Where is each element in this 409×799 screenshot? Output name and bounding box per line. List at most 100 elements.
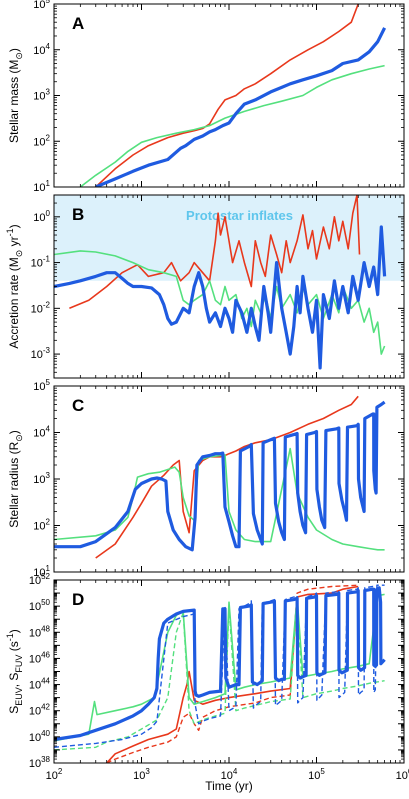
y-label-sub: ⊙ <box>14 434 24 442</box>
y-tick-label: 1038 <box>29 755 51 770</box>
y-tick-exponent: -1 <box>43 255 51 264</box>
y-tick-base: 10 <box>33 91 45 103</box>
y-tick-exponent: 2 <box>46 518 51 527</box>
y-tick-label: 104 <box>33 42 50 57</box>
y-label-sup: -1 <box>5 228 15 236</box>
series-blue-solid <box>95 27 387 187</box>
plot-frame <box>53 3 405 188</box>
x-tick-exponent: 3 <box>145 767 150 776</box>
y-tick-base: 10 <box>33 212 45 224</box>
panel-label: C <box>72 396 84 415</box>
x-tick-exponent: 6 <box>408 767 409 776</box>
x-tick-base: 10 <box>396 770 408 782</box>
y-label-text: ) <box>7 629 21 633</box>
y-tick-base: 10 <box>33 428 45 440</box>
series-green-solid <box>79 64 385 187</box>
y-tick-label: 1050 <box>29 598 51 613</box>
series-group <box>54 195 387 370</box>
y-tick-label: 105 <box>33 0 50 11</box>
y-tick-base: 10 <box>33 474 45 486</box>
y-tick-exponent: 42 <box>41 703 50 712</box>
y-tick-exponent: 48 <box>41 624 50 633</box>
y-tick-exponent: -3 <box>43 346 51 355</box>
y-tick-exponent: -2 <box>43 300 51 309</box>
panel-label: B <box>72 205 84 224</box>
y-tick-exponent: 3 <box>46 88 51 97</box>
series-red-dashed <box>106 584 359 763</box>
y-tick-exponent: 38 <box>41 755 50 764</box>
y-label-text: Stellar radius (R <box>7 441 21 527</box>
y-tick-exponent: 5 <box>46 378 51 387</box>
y-tick-base: 10 <box>31 349 43 361</box>
x-axis: Time (yr) 102103104105106 <box>46 767 409 793</box>
y-label-text: , S <box>7 673 21 688</box>
y-tick-exponent: 40 <box>41 729 50 738</box>
y-tick-exponent: 5 <box>46 0 51 5</box>
y-tick-base: 10 <box>33 45 45 57</box>
y-tick-base: 10 <box>33 381 45 393</box>
x-tick-base: 10 <box>46 770 58 782</box>
series-blue-solid <box>54 400 386 552</box>
y-tick-base: 10 <box>31 303 43 315</box>
y-label-text: S <box>7 706 21 714</box>
series-red-solid <box>69 195 361 310</box>
y-tick-label: 1046 <box>29 650 51 665</box>
x-tick-exponent: 5 <box>320 767 325 776</box>
y-tick-exponent: 44 <box>41 677 50 686</box>
y-axis-label: Stellar radius (R⊙) <box>7 430 24 528</box>
x-tick-exponent: 2 <box>58 767 63 776</box>
series-blue-dashed <box>54 584 385 748</box>
y-tick-base: 10 <box>29 706 41 718</box>
y-tick-label: 1040 <box>29 729 51 744</box>
y-tick-base: 10 <box>29 758 41 770</box>
y-tick-label: 105 <box>33 378 50 393</box>
y-tick-label: 1042 <box>29 703 51 718</box>
y-tick-label: 10-3 <box>31 346 51 361</box>
y-label-sub: ⊙ <box>14 52 24 60</box>
x-tick-exponent: 4 <box>233 767 238 776</box>
x-tick-base: 10 <box>133 770 145 782</box>
x-tick-label: 104 <box>221 767 238 782</box>
series-red-solid <box>106 585 359 763</box>
y-tick-label: 100 <box>33 209 50 224</box>
y-tick-label: 1044 <box>29 677 51 692</box>
y-tick-base: 10 <box>33 182 45 194</box>
y-label-text: yr <box>7 236 21 249</box>
y-label-sup: -1 <box>5 633 15 641</box>
x-tick-label: 103 <box>133 767 150 782</box>
y-tick-base: 10 <box>29 575 41 587</box>
y-tick-base: 10 <box>29 627 41 639</box>
y-tick-label: 1048 <box>29 624 51 639</box>
panel-label: A <box>72 14 84 33</box>
annotation-protostar-inflates: Protostar inflates <box>186 208 293 223</box>
y-label-text: ) <box>7 48 21 52</box>
series-group <box>79 4 387 187</box>
y-tick-base: 10 <box>29 601 41 613</box>
y-tick-label: 10-1 <box>31 255 51 270</box>
y-tick-exponent: 4 <box>46 425 51 434</box>
y-tick-base: 10 <box>31 258 43 270</box>
y-tick-label: 104 <box>33 425 50 440</box>
y-tick-label: 103 <box>33 88 50 103</box>
plot-frame <box>53 385 405 573</box>
y-tick-exponent: 3 <box>46 471 51 480</box>
y-axis-label: Accretion rate (M⊙ yr-1) <box>5 224 24 348</box>
y-tick-exponent: 52 <box>41 572 50 581</box>
y-tick-label: 103 <box>33 471 50 486</box>
series-green-solid <box>54 593 385 742</box>
y-tick-exponent: 50 <box>41 598 50 607</box>
y-tick-exponent: 0 <box>46 209 51 218</box>
y-label-text: ) <box>7 430 21 434</box>
y-label-text: ) <box>7 224 21 228</box>
y-tick-label: 102 <box>33 133 50 148</box>
y-tick-base: 10 <box>29 680 41 692</box>
y-tick-exponent: 46 <box>41 650 50 659</box>
series-red-solid <box>95 4 359 187</box>
y-tick-exponent: 2 <box>46 133 51 142</box>
